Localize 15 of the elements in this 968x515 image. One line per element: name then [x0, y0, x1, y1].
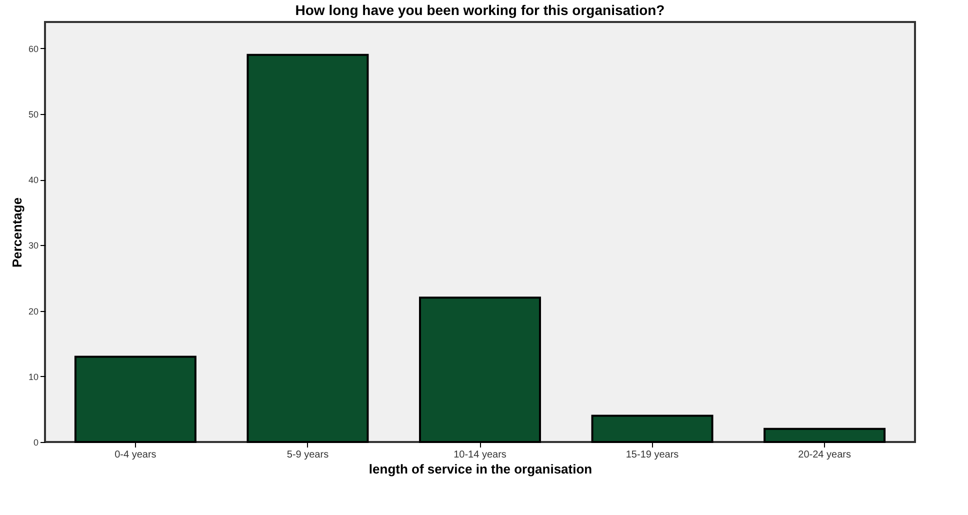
x-tick-label: 5-9 years: [286, 450, 329, 460]
y-tick-label: 10: [28, 372, 38, 382]
x-axis-title: length of service in the organisation: [368, 462, 592, 476]
y-tick-label: 0: [33, 438, 38, 448]
x-tick-label: 10-14 years: [454, 450, 506, 460]
y-tick-label: 20: [28, 306, 38, 316]
y-tick-label: 40: [28, 175, 38, 185]
x-tick-label: 0-4 years: [114, 450, 156, 460]
y-tick-label: 60: [28, 44, 38, 54]
chart-title: How long have you been working for this organisation?: [295, 2, 665, 18]
x-tick-label: 20-24 years: [798, 450, 851, 460]
y-tick-label: 50: [28, 109, 38, 120]
y-axis-title: Percentage: [9, 197, 24, 268]
y-tick-label: 30: [28, 240, 38, 251]
x-tick-label: 15-19 years: [626, 450, 679, 460]
